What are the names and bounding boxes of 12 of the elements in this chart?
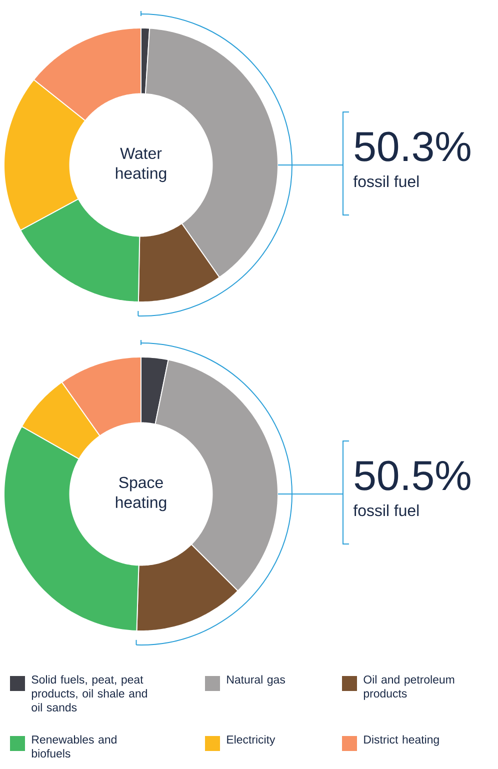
text: Space heating [116,476,166,512]
text: 50.3% [354,132,470,162]
text: 50.5% [354,460,470,490]
text: Water heating [116,148,166,182]
text: fossil fuel [353,175,419,188]
legend-label: Solid fuels, peat, peat products, oil shale and oil sands [32,675,147,712]
legend-label: Natural gas [227,675,285,686]
legend-label: Renewables and biofuels [32,735,116,758]
legend-label: Electricity [227,735,276,746]
legend-label: District heating [364,735,439,746]
legend-label: Oil and petroleum products [364,675,454,700]
text: fossil fuel [353,504,419,516]
